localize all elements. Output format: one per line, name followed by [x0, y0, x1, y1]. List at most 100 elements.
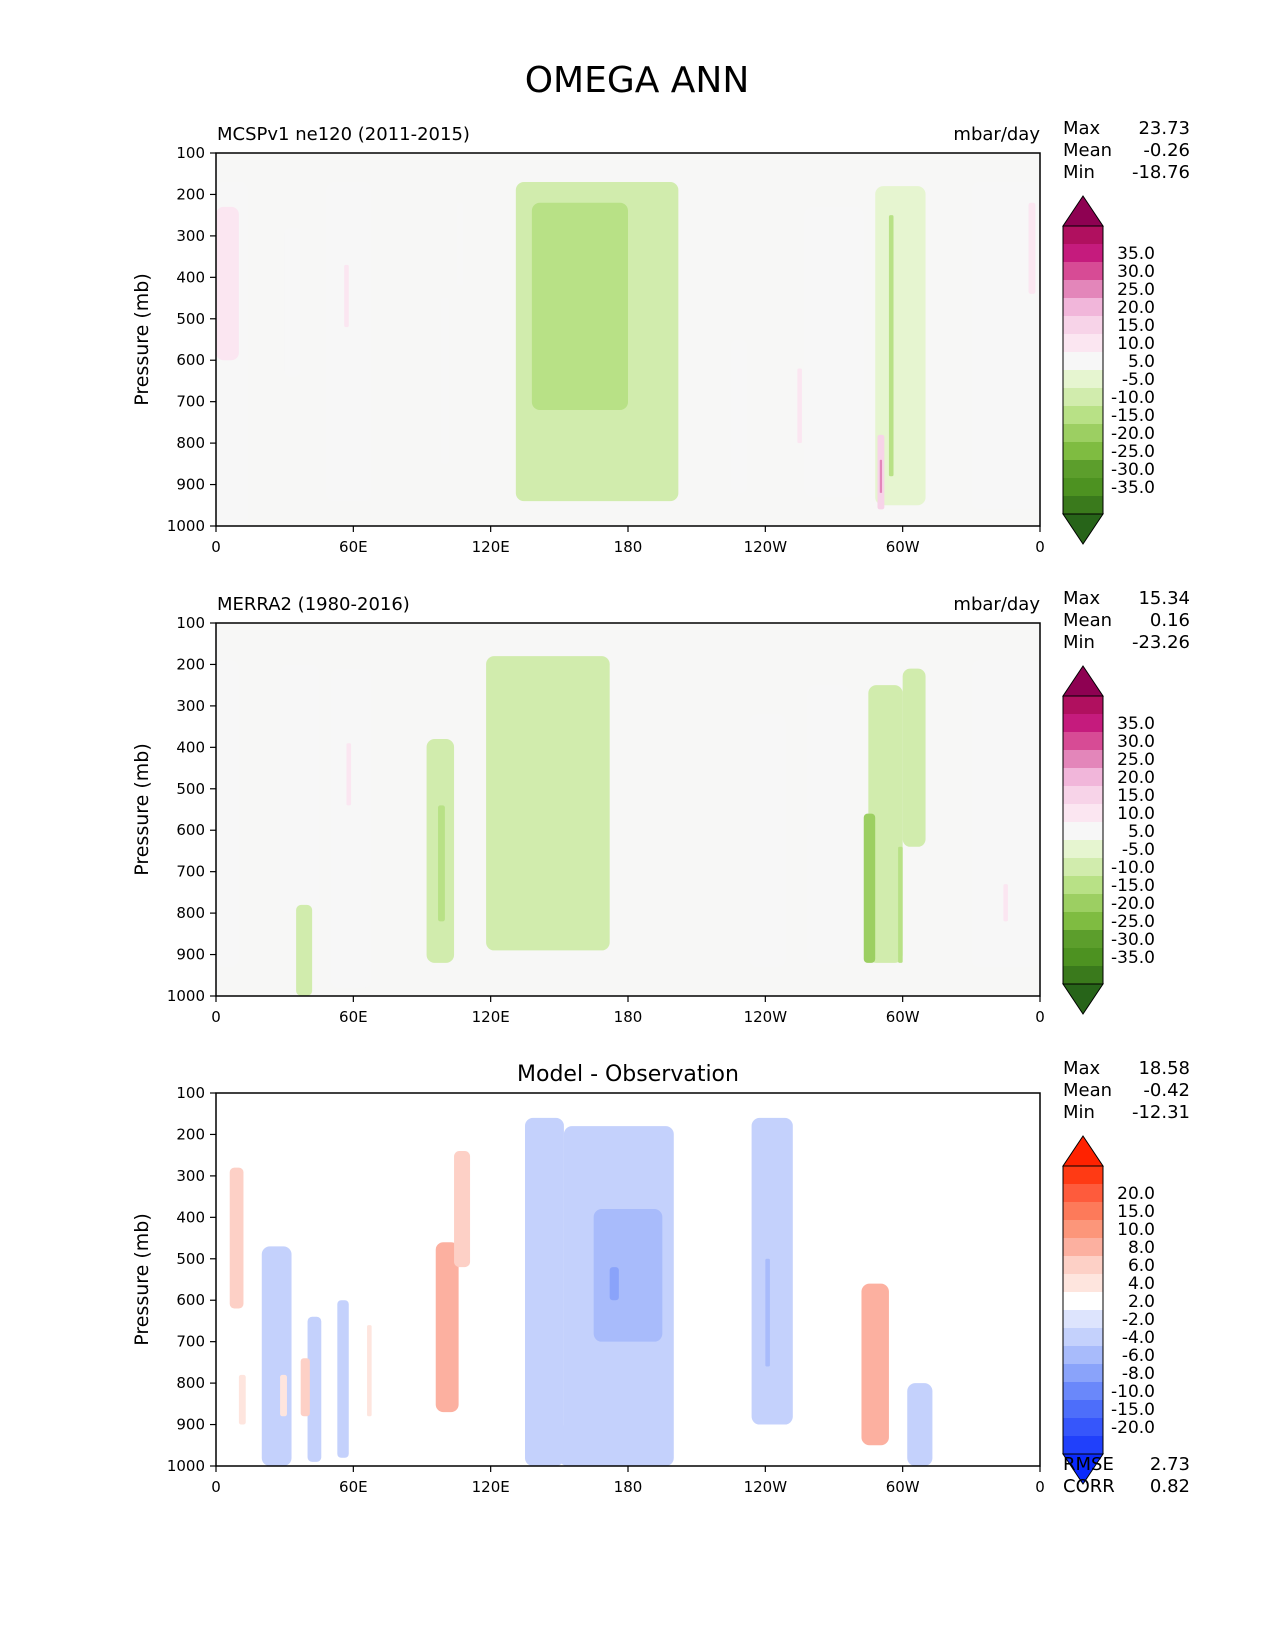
- contour-region: [238, 1374, 246, 1425]
- colorbar-band: [1063, 1436, 1103, 1454]
- contour-field: [216, 656, 1040, 996]
- x-tick-label: 0: [211, 1478, 221, 1496]
- colorbar-label: -20.0: [1111, 1418, 1155, 1438]
- stat-label: Mean: [1063, 610, 1112, 631]
- colorbar-label: -8.0: [1122, 1364, 1155, 1384]
- stat-value: 0.16: [1150, 610, 1190, 631]
- contour-region: [454, 1151, 471, 1268]
- colorbar-band: [1063, 786, 1103, 804]
- colorbar-band: [1063, 948, 1103, 966]
- stat-label: Min: [1063, 1102, 1095, 1123]
- colorbar-band: [1063, 1382, 1103, 1400]
- colorbar-band: [1063, 930, 1103, 948]
- colorbar-band: [1063, 1184, 1103, 1202]
- x-axis: 0 60E 120E 180 120W 60W 0: [211, 1466, 1045, 1496]
- colorbar-label: 30.0: [1117, 262, 1155, 282]
- stat-label: Max: [1063, 118, 1101, 139]
- contour-region: [1028, 202, 1036, 294]
- colorbar-label: -10.0: [1111, 858, 1155, 878]
- colorbar-band: [1063, 352, 1103, 370]
- contour-region: [261, 1246, 292, 1466]
- contour-region: [337, 1300, 349, 1458]
- stat-label: Mean: [1063, 1080, 1112, 1101]
- contour-region: [863, 813, 876, 963]
- contour-region: [797, 368, 802, 444]
- colorbar-band: [1063, 442, 1103, 460]
- x-tick-label: 120W: [744, 1008, 788, 1026]
- contour-region: [898, 1126, 910, 1226]
- x-tick-label: 0: [1035, 538, 1045, 556]
- x-tick-label: 120E: [472, 538, 510, 556]
- contour-region: [280, 1374, 287, 1417]
- x-tick-label: 180: [614, 538, 643, 556]
- contour-region: [765, 1258, 770, 1367]
- y-tick-label: 800: [176, 1374, 205, 1392]
- colorbar-frame: [1062, 225, 1104, 515]
- colorbar-band: [1063, 876, 1103, 894]
- contour-region: [875, 186, 926, 506]
- x-axis: 0 60E 120E 180 120W 60W 0: [211, 526, 1045, 556]
- contour-region: [799, 1283, 816, 1450]
- contour-region: [525, 1117, 564, 1466]
- colorbar-band: [1063, 858, 1103, 876]
- colorbar-band: [1063, 1238, 1103, 1256]
- colorbar-band: [1063, 298, 1103, 316]
- x-tick-label: 120W: [744, 538, 788, 556]
- colorbar-cap-top: [1062, 195, 1104, 227]
- contour-region: [559, 1424, 624, 1466]
- y-axis-label: Pressure (mb): [131, 273, 153, 406]
- stat-label: Min: [1063, 632, 1095, 653]
- contour-region: [440, 298, 450, 464]
- contour-field: [216, 1109, 1040, 1466]
- colorbar-label: -6.0: [1122, 1346, 1155, 1366]
- stat-value: 23.73: [1138, 118, 1190, 139]
- y-tick-label: 100: [176, 614, 205, 632]
- colorbar-label: 35.0: [1117, 244, 1155, 264]
- y-tick-label: 700: [176, 1333, 205, 1351]
- y-tick-label: 900: [176, 476, 205, 494]
- colorbar-band: [1063, 696, 1103, 714]
- colorbar-band: [1063, 1310, 1103, 1328]
- colorbar: 35.030.025.020.015.010.05.0-5.0-10.0-15.…: [1062, 665, 1155, 1015]
- metric-label: RMSE: [1063, 1454, 1114, 1475]
- colorbar-label: 10.0: [1117, 804, 1155, 824]
- contour-region: [879, 459, 883, 493]
- contour-region: [609, 1267, 619, 1301]
- contour-region: [266, 1134, 276, 1160]
- colorbar-label: 15.0: [1117, 316, 1155, 336]
- y-tick-label: 200: [176, 1125, 205, 1143]
- y-tick-label: 100: [176, 144, 205, 162]
- stats-box: Max 23.73 Mean -0.26 Min -18.76: [1063, 118, 1190, 183]
- y-tick-label: 1000: [167, 517, 205, 535]
- colorbar-band: [1063, 1346, 1103, 1364]
- colorbar-band: [1063, 496, 1103, 514]
- contour-region: [280, 664, 319, 914]
- y-tick-label: 900: [176, 946, 205, 964]
- y-axis: 100 200 300 400 500 600 700 800 900 1000: [167, 614, 216, 1005]
- contour-region: [216, 206, 239, 361]
- panel-title: MERRA2 (1980-2016): [217, 594, 410, 615]
- y-tick-label: 300: [176, 697, 205, 715]
- colorbar-label: -10.0: [1111, 1382, 1155, 1402]
- stat-value: -23.26: [1132, 632, 1190, 653]
- x-tick-label: 60W: [886, 538, 920, 556]
- y-axis: 100 200 300 400 500 600 700 800 900 1000: [167, 1084, 216, 1475]
- figure-title: OMEGA ANN: [525, 60, 750, 101]
- stat-label: Min: [1063, 162, 1095, 183]
- colorbar-label: 5.0: [1128, 352, 1155, 372]
- metric-value: 2.73: [1150, 1454, 1190, 1475]
- colorbar-band: [1063, 1328, 1103, 1346]
- contour-region: [898, 846, 903, 963]
- colorbar-label: -15.0: [1111, 1400, 1155, 1420]
- colorbar-label: 20.0: [1117, 1184, 1155, 1204]
- colorbar-label: 35.0: [1117, 714, 1155, 734]
- contour-region: [888, 215, 894, 477]
- colorbar-label: -5.0: [1122, 370, 1155, 390]
- stats-box: Max 18.58 Mean -0.42 Min -12.31: [1063, 1058, 1190, 1123]
- colorbar-band: [1063, 1418, 1103, 1436]
- x-tick-label: 60W: [886, 1478, 920, 1496]
- contour-region: [971, 182, 1040, 510]
- colorbar-band: [1063, 1364, 1103, 1382]
- stat-value: 15.34: [1138, 588, 1190, 609]
- x-tick-label: 0: [211, 538, 221, 556]
